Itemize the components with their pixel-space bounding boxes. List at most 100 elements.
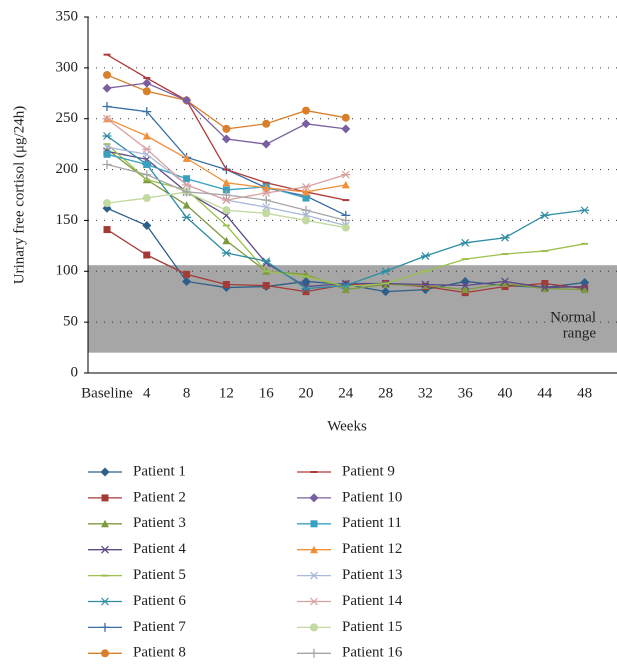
data-point — [221, 249, 231, 257]
data-point — [501, 279, 509, 287]
x-tick-label: 48 — [577, 385, 592, 401]
legend-label: Patient 10 — [342, 489, 402, 505]
data-point — [302, 187, 310, 196]
y-tick-label: 250 — [56, 110, 79, 126]
data-point — [301, 284, 311, 293]
data-point — [341, 170, 351, 179]
legend-label: Patient 1 — [133, 463, 186, 479]
legend-label: Patient 6 — [133, 593, 186, 609]
data-point — [221, 190, 231, 200]
x-tick-label: Baseline — [81, 385, 133, 401]
x-tick-label: 32 — [418, 385, 433, 401]
x-tick-label: 16 — [259, 385, 275, 401]
data-point — [302, 194, 310, 202]
data-point — [301, 119, 311, 129]
data-point — [103, 199, 111, 208]
data-point — [341, 215, 351, 225]
data-point — [342, 281, 350, 289]
data-point — [102, 83, 112, 93]
data-point — [182, 276, 192, 286]
x-axis-label: Weeks — [327, 418, 367, 434]
x-tick-label: 20 — [299, 385, 314, 401]
legend-label: Patient 12 — [342, 541, 402, 557]
data-point — [102, 132, 112, 140]
legend-label: Patient 11 — [342, 515, 402, 531]
data-point — [580, 285, 589, 294]
y-tick-label: 150 — [56, 212, 79, 228]
data-point — [142, 194, 151, 203]
data-point — [103, 70, 111, 79]
data-point — [580, 206, 590, 215]
y-tick-label: 50 — [63, 314, 78, 330]
data-point — [142, 170, 152, 180]
x-tick-label: 8 — [183, 385, 191, 401]
data-point — [102, 159, 112, 169]
data-point — [501, 277, 509, 286]
data-point — [341, 285, 350, 294]
data-point — [183, 270, 191, 278]
legend-marker — [309, 597, 319, 606]
data-point — [302, 288, 310, 296]
data-point — [222, 124, 231, 133]
data-point — [262, 203, 271, 212]
x-tick-label: 28 — [378, 385, 393, 401]
data-point — [341, 124, 351, 134]
y-tick-label: 0 — [71, 364, 79, 380]
data-point — [461, 285, 470, 294]
legend-label: Patient 4 — [133, 541, 186, 557]
data-point — [262, 209, 271, 218]
annotation: Normal — [550, 309, 596, 325]
data-point — [103, 143, 111, 152]
data-point — [142, 132, 151, 140]
data-point — [102, 114, 112, 123]
data-point — [262, 119, 271, 128]
legend-marker — [101, 545, 109, 554]
legend-marker — [309, 648, 319, 658]
y-tick-label: 350 — [56, 8, 79, 24]
legend-marker — [310, 571, 318, 580]
data-point — [143, 160, 151, 168]
y-axis-label: Urinary free cortisol (μg/24h) — [11, 106, 27, 284]
x-tick-label: 12 — [219, 385, 234, 401]
data-point — [500, 233, 510, 242]
x-tick-label: 4 — [143, 385, 151, 401]
y-tick-label: 300 — [56, 59, 79, 75]
data-point — [262, 183, 271, 192]
normal-range-band — [88, 265, 617, 353]
legend-marker — [100, 622, 110, 632]
data-point — [261, 195, 271, 205]
data-point — [222, 206, 231, 215]
data-point — [261, 257, 271, 266]
x-tick-label: 40 — [498, 385, 513, 401]
data-point — [261, 189, 271, 197]
data-point — [142, 145, 152, 154]
legend-label: Patient 2 — [133, 489, 186, 505]
legend-marker — [100, 467, 110, 477]
data-point — [302, 106, 310, 115]
legend-marker — [101, 519, 109, 528]
data-point — [461, 281, 470, 290]
data-point — [222, 281, 230, 289]
legend-marker — [100, 597, 110, 606]
legend-marker — [310, 623, 318, 632]
data-point — [341, 113, 350, 122]
data-point — [381, 287, 391, 297]
data-point — [182, 95, 192, 105]
legend-label: Patient 9 — [342, 463, 395, 479]
y-tick-label: 100 — [56, 263, 79, 279]
x-tick-label: 24 — [338, 385, 354, 401]
data-point — [103, 226, 111, 234]
data-point — [102, 102, 112, 112]
data-point — [580, 282, 589, 291]
legend-marker — [309, 493, 319, 503]
legend-marker — [310, 520, 318, 528]
data-point — [182, 180, 192, 189]
y-tick-label: 200 — [56, 161, 79, 177]
data-point — [142, 221, 152, 231]
data-point — [262, 282, 270, 290]
data-point — [222, 236, 231, 245]
legend-label: Patient 5 — [133, 567, 186, 583]
legend-marker — [310, 545, 318, 554]
legend-label: Patient 7 — [133, 619, 186, 635]
